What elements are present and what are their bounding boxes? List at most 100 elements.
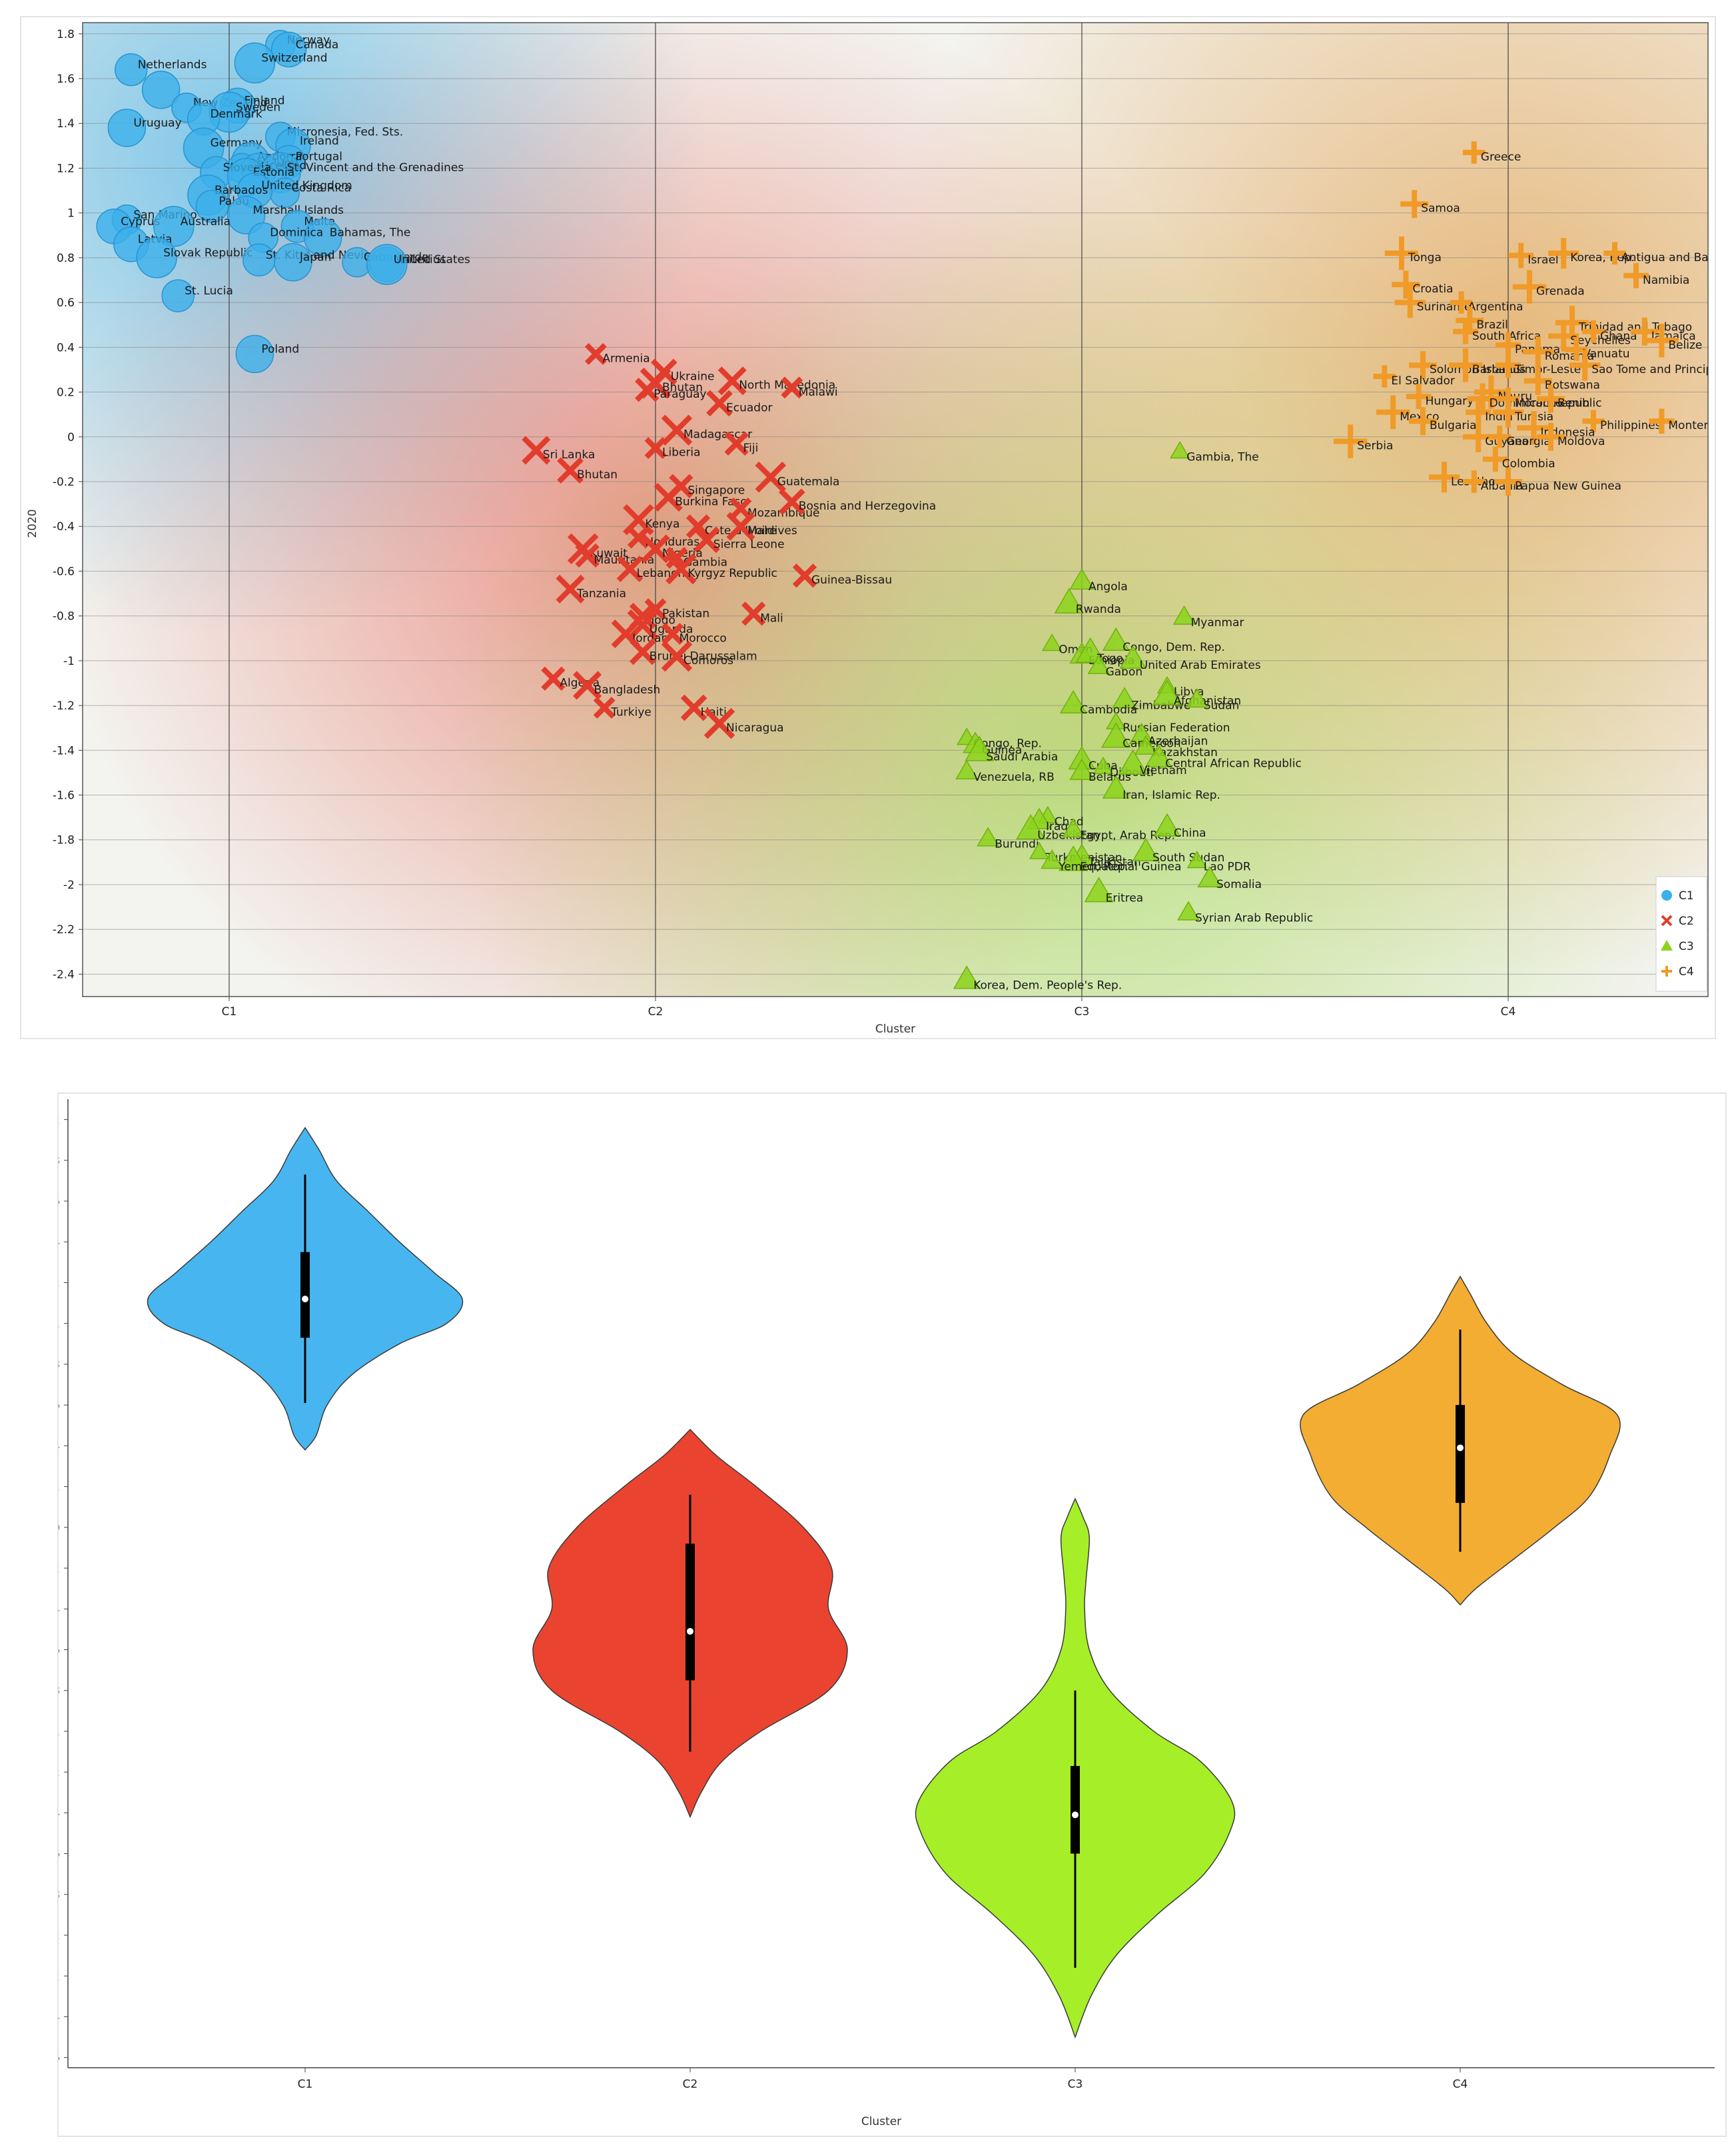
point-bulgaria <box>1409 407 1437 436</box>
point-turkmenistan <box>1029 841 1050 859</box>
point-georgia <box>1488 425 1511 448</box>
point-label: Saudi Arabia <box>986 751 1058 764</box>
point-united-arab-emirates <box>1119 645 1147 669</box>
point-label: Sudan <box>1204 699 1240 712</box>
point-label: United Kingdom <box>261 179 352 193</box>
point-label: Samoa <box>1421 202 1460 215</box>
point-korea-dem-people-s-rep <box>953 965 981 989</box>
point-comoros <box>661 640 693 672</box>
point-label: Gambia, The <box>1186 450 1259 464</box>
point-samoa <box>1400 190 1429 218</box>
point-vanuatu <box>1565 338 1588 361</box>
point-brunei-darussalam <box>629 638 656 665</box>
point-label: Paraguay <box>653 388 706 401</box>
point-label: Turkiye <box>610 705 651 719</box>
point-moldova <box>1537 422 1565 451</box>
violin-iqr-box <box>1456 1405 1465 1503</box>
point-fiji <box>724 431 749 456</box>
point-label: Jordan <box>632 632 668 645</box>
point-hungary <box>1406 384 1432 410</box>
legend-cross-icon <box>1661 915 1673 927</box>
point-label: Cambodia <box>1080 703 1137 717</box>
point-israel <box>1508 242 1534 268</box>
point-eritrea <box>1084 877 1114 903</box>
scatter-y-tick-label: -1.8 <box>53 834 75 847</box>
point-label: Slovak Republic <box>163 246 252 260</box>
violin-y-tick-label: 1.8 <box>59 1154 60 1168</box>
point-albania <box>1463 470 1486 493</box>
point-somalia <box>1197 865 1222 888</box>
cluster-region-c4 <box>875 23 1708 981</box>
point-label: Sierra Leone <box>713 538 785 551</box>
point-label: Congo, Dem. Rep. <box>1122 641 1225 654</box>
scatter-y-tick-label: -0.2 <box>53 476 75 489</box>
point-label: El Salvador <box>1391 374 1454 388</box>
violin-x-axis-label: Cluster <box>861 2115 901 2128</box>
violin-y-tick-label: -1.6 <box>59 1848 60 1861</box>
point-seychelles <box>1548 320 1579 352</box>
scatter-y-tick-label: -1 <box>63 655 75 668</box>
point-label: Colombia <box>1502 457 1555 470</box>
point-label: Costa Rica <box>291 181 351 195</box>
violin-y-tick-label: -0.2 <box>59 1562 60 1575</box>
point-label: Barbados <box>215 184 268 197</box>
point-label: South Sudan <box>1152 851 1224 865</box>
scatter-y-tick-label: 0.6 <box>57 296 75 310</box>
point-label: Egypt, Arab Rep. <box>1080 829 1175 842</box>
violin-y-tick-label: -0.4 <box>59 1603 60 1616</box>
point-gambia-the <box>1169 440 1190 459</box>
point-label: Togo <box>649 614 675 628</box>
point-label: Israel <box>1527 254 1558 267</box>
point-australia <box>153 206 195 247</box>
point-switzerland <box>234 42 276 84</box>
point-rwanda <box>1054 588 1084 614</box>
scatter-y-tick-label: 1 <box>67 207 75 220</box>
scatter-y-tick-label: 1.8 <box>57 28 75 41</box>
scatter-chart: NorwayCanadaSwitzerlandNetherlandsNew Ze… <box>26 22 1709 1036</box>
violin-y-tick-label: 2 <box>59 1114 60 1127</box>
point-argentina <box>1450 291 1473 314</box>
scatter-y-tick-label: 0 <box>67 431 75 444</box>
point-label: Finland <box>244 94 285 107</box>
point-label: Micronesia, Fed. Sts. <box>287 125 403 139</box>
point-lebanon <box>616 556 644 582</box>
point-uzbekistan <box>1016 814 1046 840</box>
point-syrian-arab-republic <box>1177 901 1200 921</box>
violin-iqr-box <box>1071 1765 1080 1854</box>
violin-chart: 2 1.8 1.6 1.4 1.2 1 0.8 0.6 0.4 0.2 0 -0.2 -0.4 -0.6 -… <box>19 1099 1715 2128</box>
point-timor-leste <box>1496 352 1521 378</box>
scatter-x-tick-label: C1 <box>222 1005 237 1019</box>
point-burkina-faso <box>653 482 683 512</box>
violin-x-tick-label: C1 <box>298 2078 313 2091</box>
violin-y-tick-label: -2.6 <box>59 2052 60 2065</box>
scatter-x-tick-label: C4 <box>1501 1005 1516 1019</box>
legend-item-c3: C3 <box>1661 940 1694 953</box>
point-congo-dem-rep <box>1102 627 1130 651</box>
point-iran-islamic-rep <box>1102 775 1130 799</box>
point-label: Malawi <box>799 386 838 399</box>
point-label: Serbia <box>1357 439 1393 452</box>
point-afghanistan <box>1152 679 1182 705</box>
point-label: Denmark <box>211 108 262 121</box>
point-label: Papua New Guinea <box>1515 480 1621 493</box>
point-uganda <box>627 609 659 641</box>
point-label: Guinea-Bissau <box>811 574 892 587</box>
legend-plus-icon <box>1661 966 1672 977</box>
point-label: Philippines <box>1600 419 1661 432</box>
point-bhutan <box>557 457 584 484</box>
point-label: Equatorial Guinea <box>1080 860 1181 873</box>
point-ghana <box>1582 320 1605 343</box>
scatter-y-tick-label: 0.2 <box>57 386 75 400</box>
point-armenia <box>584 342 607 365</box>
violin-y-tick-label: -0.8 <box>59 1685 60 1698</box>
point-label: Central African Republic <box>1165 757 1302 771</box>
violin-median-dot <box>1457 1444 1464 1452</box>
point-label: Azerbaijan <box>1148 735 1208 748</box>
point-belarus <box>1069 758 1094 780</box>
point-label: Timor-Leste <box>1514 363 1581 376</box>
violin-y-tick-label: -1 <box>59 1725 60 1739</box>
violin-y-tick-label: -1.2 <box>59 1766 60 1779</box>
point-label: Somalia <box>1216 878 1262 891</box>
point-label: Ireland <box>300 135 339 148</box>
scatter-y-tick-label: -1.4 <box>53 744 75 757</box>
